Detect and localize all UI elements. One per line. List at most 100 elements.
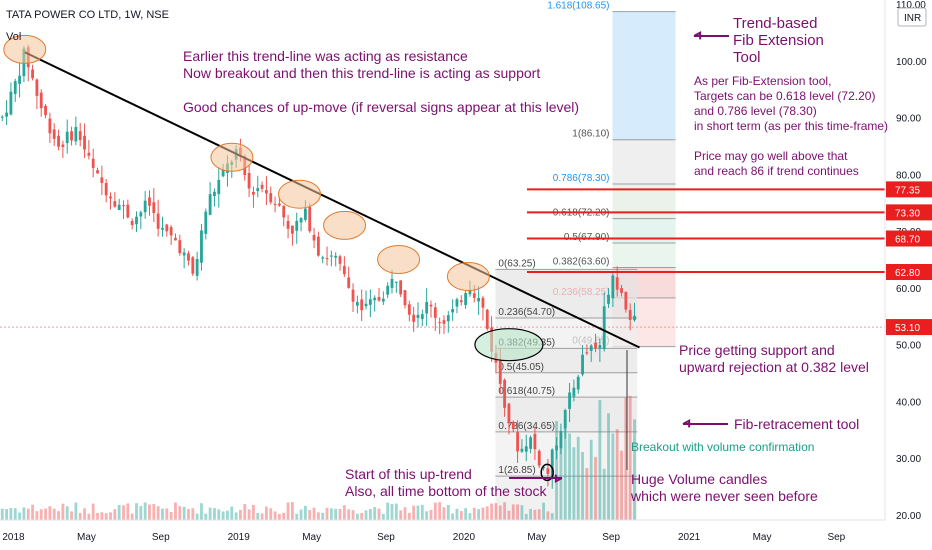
volume-bar [481, 507, 485, 520]
candle-body [104, 183, 108, 196]
volume-bar [477, 509, 481, 520]
volume-bar [620, 450, 623, 520]
candle-body [524, 446, 528, 452]
volume-bar [581, 452, 584, 520]
candle-body [182, 252, 186, 256]
candle-body [351, 289, 355, 302]
price-tag [886, 319, 932, 336]
volume-bar [221, 511, 225, 520]
candle-body [368, 299, 372, 305]
candle-body [390, 278, 394, 288]
volume-bar [100, 512, 104, 520]
candle-body [529, 437, 532, 449]
candle-body [135, 216, 138, 225]
volume-bar [373, 507, 377, 520]
candle-body [585, 352, 589, 354]
candle-body [364, 303, 368, 307]
candle-body [472, 293, 476, 298]
volume-bar [96, 513, 99, 520]
price-tag [886, 263, 932, 280]
time-axis-tick: 2020 [453, 532, 476, 543]
candle-body [446, 315, 450, 322]
volume-bar [273, 511, 277, 520]
candle-body [507, 403, 511, 424]
candle-body [208, 194, 212, 215]
candle-body [520, 448, 524, 452]
candle-body [533, 433, 537, 450]
volume-bar [347, 509, 351, 520]
support-annotation: Price getting support and upward rejecti… [679, 342, 869, 375]
candle-body [594, 342, 597, 349]
price-tag [886, 181, 932, 198]
candle-body [35, 79, 39, 96]
volume-bar [507, 510, 511, 520]
volume-bar [355, 513, 359, 520]
volume-bar [611, 433, 615, 520]
targets-annotation: As per Fib-Extension tool, Targets can b… [694, 74, 889, 178]
fib-retracement-label: 0.5(45.05) [498, 362, 544, 373]
volume-bar [191, 508, 195, 520]
volume-bar [555, 420, 558, 520]
candle-body [581, 354, 584, 375]
candle-body [633, 315, 636, 321]
time-axis-tick: Sep [827, 532, 845, 543]
candle-body [78, 131, 82, 141]
volume-bar [429, 509, 433, 520]
volume-bar [416, 505, 420, 520]
fib-retracement-annotation: Fib-retracement tool [734, 416, 860, 432]
volume-bar [61, 503, 65, 520]
fib-extension-zone [612, 243, 676, 268]
candle-body [65, 131, 69, 144]
volume-bar [169, 511, 173, 520]
candle-body [459, 300, 463, 303]
volume-bar [104, 513, 108, 520]
fib-extension-label: 1(86.10) [572, 129, 609, 140]
volume-bar [563, 420, 567, 520]
volume-bar [109, 512, 112, 520]
volume-bar [338, 508, 342, 520]
candle-body [169, 227, 173, 236]
volume-bar [22, 507, 26, 520]
volume-bar [143, 502, 147, 520]
volume-bar [399, 510, 403, 520]
candle-body [464, 293, 468, 305]
volume-bar [226, 510, 229, 520]
price-axis-tick: 30.00 [896, 454, 921, 465]
candle-body [256, 188, 260, 192]
candle-body [598, 345, 602, 349]
trendline-annotation: Earlier this trend-line was acting as re… [183, 48, 580, 115]
volume-bar [200, 503, 203, 520]
volume-bar [195, 513, 199, 520]
highlight-circle [377, 245, 421, 274]
candle-body [433, 307, 437, 318]
volume-bar [312, 507, 316, 520]
price-axis-tick: 50.00 [896, 341, 921, 352]
volume-bar [537, 509, 541, 520]
volume-bar [174, 502, 177, 520]
candle-body [213, 191, 216, 197]
candle-body [559, 430, 563, 449]
volume-bar [459, 511, 463, 520]
volume-bar [35, 511, 39, 520]
candle-body [200, 230, 203, 263]
candle-body [394, 281, 398, 283]
fib-extension-zone [612, 11, 676, 140]
price-tag-label: 62.80 [895, 268, 920, 279]
highlight-circle [323, 210, 367, 240]
volume-bar [407, 512, 411, 520]
volume-bar [161, 508, 164, 520]
volume-bar [230, 506, 234, 520]
price-tag [886, 230, 932, 247]
volume-bar [213, 508, 216, 520]
volume-bar [594, 457, 597, 520]
volume-bar [18, 512, 21, 520]
candle-body [100, 177, 104, 183]
candle-body [221, 169, 225, 177]
volume-bar [425, 511, 429, 520]
candle-body [546, 468, 550, 475]
candle-body [589, 345, 593, 351]
candle-body [381, 298, 385, 302]
candle-body [555, 445, 558, 451]
volume-bar [113, 509, 117, 520]
